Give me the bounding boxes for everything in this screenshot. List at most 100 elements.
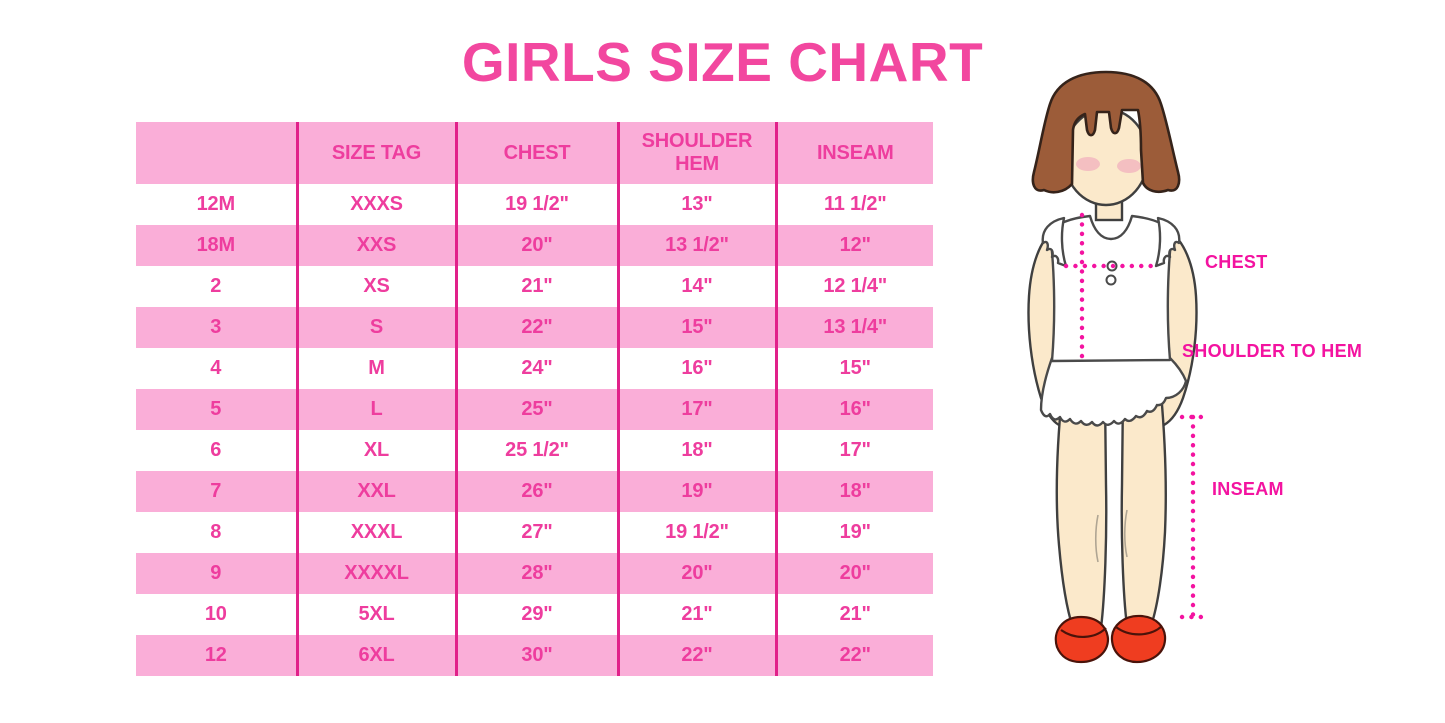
- measurement-lines: [1063, 212, 1207, 620]
- table-cell-inseam: 22": [774, 635, 933, 676]
- table-row: 12M XXXS 19 1/2" 13" 11 1/2": [136, 184, 933, 225]
- hair: [1031, 70, 1181, 194]
- table-cell-shoulder_hem: 21": [616, 594, 776, 635]
- girl-illustration: [1027, 70, 1207, 664]
- table-row: 7 XXL 26" 19" 18": [136, 471, 933, 512]
- table-header-row: SIZE TAG CHEST SHOULDER HEM INSEAM: [136, 122, 933, 184]
- table-cell-chest: 20": [454, 225, 618, 266]
- table-cell-size: 10: [204, 603, 227, 625]
- table-cell-shoulder_hem: 18": [616, 430, 776, 471]
- girl-figure: CHEST SHOULDER TO HEM INSEAM: [1000, 60, 1445, 723]
- table-cell-size: 9: [136, 553, 297, 594]
- table-cell-chest: 28": [454, 553, 618, 594]
- table-cell-size: 6: [210, 439, 222, 461]
- inseam-label: INSEAM: [1212, 479, 1284, 499]
- table-row: 8 XXXL 27" 19 1/2" 19": [136, 512, 933, 553]
- table-cell-inseam: 12 1/4": [774, 266, 933, 307]
- table-cell-chest: 25": [454, 389, 618, 430]
- table-row: 12 6XL 30" 22" 22": [136, 635, 933, 676]
- table-cell-shoulder_hem: 19": [616, 471, 776, 512]
- table-body: 12M XXXS 19 1/2" 13" 11 1/2" 18M XXS 20" 13 1/2"…: [136, 184, 933, 676]
- table-cell-inseam: 12": [774, 225, 933, 266]
- shoulder-ruffle-right: [1154, 216, 1181, 268]
- table-cell-shoulder_hem: 16": [616, 348, 776, 389]
- table-cell-size_tag: XS: [295, 266, 456, 307]
- table-cell-shoulder_hem: 14": [616, 266, 776, 307]
- table-cell-inseam: 20": [774, 553, 933, 594]
- table-cell-chest: 22": [454, 307, 618, 348]
- table-cell-inseam: 18": [774, 471, 933, 512]
- girl-body: [1027, 70, 1198, 664]
- shoe-right: [1110, 614, 1167, 664]
- table-cell-chest: 24": [454, 348, 618, 389]
- chest-label: CHEST: [1205, 252, 1268, 272]
- leg-right: [1120, 391, 1167, 628]
- table-cell-chest: 29": [454, 594, 618, 635]
- table-cell-shoulder_hem: 15": [616, 307, 776, 348]
- table-cell-inseam: 16": [774, 389, 933, 430]
- table-cell-size_tag: 6XL: [295, 635, 456, 676]
- table-cell-size_tag: M: [295, 348, 456, 389]
- shoulder-to-hem-label: SHOULDER TO HEM: [1182, 341, 1363, 361]
- table-cell-size_tag: S: [295, 307, 456, 348]
- table-header-cells: SIZE TAG CHEST SHOULDER HEM INSEAM: [136, 122, 933, 184]
- shoe-strap-left: [1060, 627, 1107, 638]
- table-cell-shoulder_hem: 17": [616, 389, 776, 430]
- shoe-left: [1054, 615, 1110, 664]
- table-cell-size_tag: XXL: [295, 471, 456, 512]
- skirt: [1039, 356, 1188, 427]
- column-header-shoulder_hem: SHOULDER HEM: [616, 122, 776, 184]
- table-cell-size_tag: XXS: [295, 225, 456, 266]
- table-cell-chest: 25 1/2": [454, 430, 618, 471]
- shoulder-ruffle-left: [1041, 216, 1068, 268]
- table-cell-size: 3: [136, 307, 297, 348]
- table-cell-size: 12: [136, 635, 297, 676]
- table-cell-size: 4: [210, 357, 222, 379]
- column-header-chest: CHEST: [454, 122, 618, 184]
- table-cell-size_tag: XL: [295, 430, 456, 471]
- table-cell-size: 12M: [196, 193, 236, 215]
- page-title: GIRLS SIZE CHART: [461, 31, 984, 93]
- table-cell-inseam: 13 1/4": [774, 307, 933, 348]
- table-row: 6 XL 25 1/2" 18" 17": [136, 430, 933, 471]
- shoe-strap-right: [1115, 625, 1163, 636]
- table-cell-size: 5: [136, 389, 297, 430]
- table-cell-chest: 26": [454, 471, 618, 512]
- table-cell-chest: 21": [454, 266, 618, 307]
- column-header-inseam: INSEAM: [774, 122, 933, 184]
- knee-line-left: [1094, 514, 1099, 563]
- top-button-2: [1105, 274, 1117, 286]
- table-cell-size_tag: XXXS: [295, 184, 456, 225]
- table-cell-size: 2: [210, 275, 222, 297]
- blush-left: [1076, 157, 1100, 171]
- table-cell-size_tag: L: [295, 389, 456, 430]
- table-cell-size_tag: 5XL: [295, 594, 456, 635]
- table-row: 3 S 22" 15" 13 1/4": [136, 307, 933, 348]
- table-cell-size_tag: XXXL: [295, 512, 456, 553]
- table-row: 2 XS 21" 14" 12 1/4": [136, 266, 933, 307]
- top-bodice: [1048, 214, 1174, 363]
- table-cell-size: 7: [136, 471, 297, 512]
- table-cell-size: 18M: [136, 225, 297, 266]
- table-cell-inseam: 15": [774, 348, 933, 389]
- table-cell-chest: 30": [454, 635, 618, 676]
- table-cell-shoulder_hem: 13": [616, 184, 776, 225]
- table-row: 18M XXS 20" 13 1/2" 12": [136, 225, 933, 266]
- face: [1062, 107, 1150, 207]
- table-cell-inseam: 11 1/2": [774, 184, 933, 225]
- column-header-size_tag: SIZE TAG: [295, 122, 456, 184]
- column-header-size: [136, 122, 297, 184]
- table-cell-shoulder_hem: 20": [616, 553, 776, 594]
- table-cell-size: 8: [210, 521, 222, 543]
- table-row: 10 5XL 29" 21" 21": [136, 594, 933, 635]
- table-cell-shoulder_hem: 22": [616, 635, 776, 676]
- table-cell-inseam: 17": [774, 430, 933, 471]
- blush-right: [1117, 159, 1141, 173]
- table-row: 9 XXXXL 28" 20" 20": [136, 553, 933, 594]
- table-cell-shoulder_hem: 13 1/2": [616, 225, 776, 266]
- table-cell-size_tag: XXXXL: [295, 553, 456, 594]
- table-row: 5 L 25" 17" 16": [136, 389, 933, 430]
- knee-line-right: [1123, 509, 1128, 558]
- leg-left: [1055, 393, 1108, 630]
